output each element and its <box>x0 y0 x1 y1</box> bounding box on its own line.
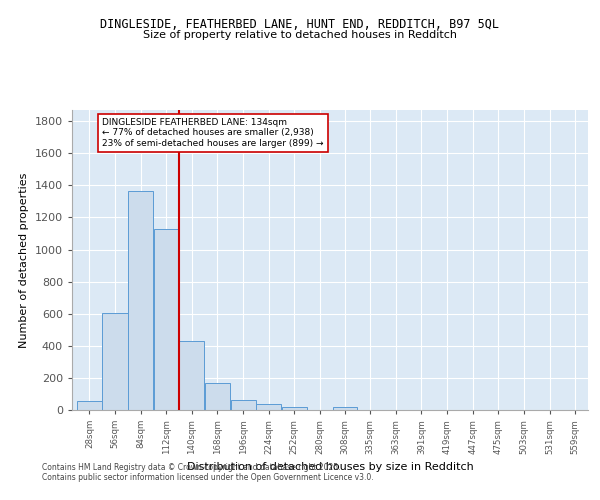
Bar <box>77 401 102 410</box>
Bar <box>230 400 256 410</box>
Y-axis label: Number of detached properties: Number of detached properties <box>19 172 29 348</box>
Bar <box>205 382 230 410</box>
Text: Contains HM Land Registry data © Crown copyright and database right 2025.: Contains HM Land Registry data © Crown c… <box>42 464 341 472</box>
Bar <box>154 229 179 410</box>
Text: Size of property relative to detached houses in Redditch: Size of property relative to detached ho… <box>143 30 457 40</box>
Text: DINGLESIDE FEATHERBED LANE: 134sqm
← 77% of detached houses are smaller (2,938)
: DINGLESIDE FEATHERBED LANE: 134sqm ← 77%… <box>102 118 323 148</box>
Bar <box>103 312 128 410</box>
Bar <box>333 407 357 410</box>
Bar <box>282 407 307 410</box>
Bar <box>128 191 153 410</box>
Text: Contains public sector information licensed under the Open Government Licence v3: Contains public sector information licen… <box>42 474 374 482</box>
Bar <box>256 404 281 410</box>
X-axis label: Distribution of detached houses by size in Redditch: Distribution of detached houses by size … <box>187 462 473 472</box>
Text: DINGLESIDE, FEATHERBED LANE, HUNT END, REDDITCH, B97 5QL: DINGLESIDE, FEATHERBED LANE, HUNT END, R… <box>101 18 499 30</box>
Bar <box>179 341 205 410</box>
